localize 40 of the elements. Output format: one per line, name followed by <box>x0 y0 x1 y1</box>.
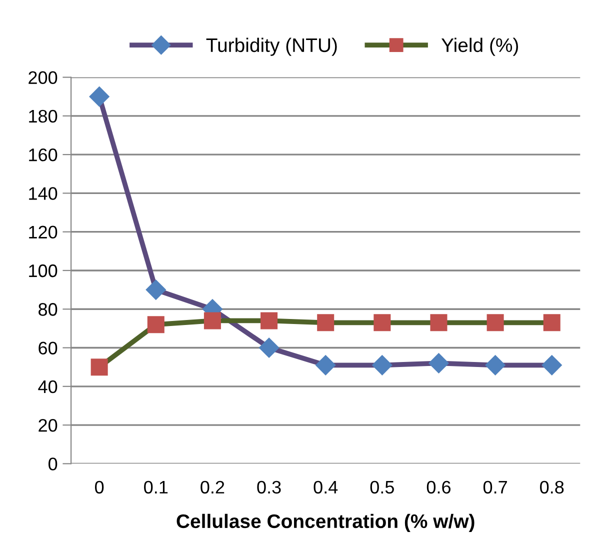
x-tick-label: 0.2 <box>200 480 224 494</box>
x-tick-label: 0.6 <box>426 480 450 494</box>
point <box>317 314 334 332</box>
y-tick-label: 20 <box>38 418 58 432</box>
point <box>372 354 392 376</box>
point <box>430 314 448 332</box>
y-tick-label: 0 <box>48 458 58 470</box>
x-tick-label: 0.5 <box>370 480 394 494</box>
y-tick-label: 100 <box>29 264 58 278</box>
point <box>485 354 506 376</box>
point <box>374 314 391 332</box>
point <box>260 312 278 330</box>
x-tick-label: 0.1 <box>144 480 168 494</box>
point <box>204 312 221 330</box>
legend-label: Turbidity (NTU) <box>206 38 337 56</box>
y-tick-label: 160 <box>29 148 58 162</box>
point <box>258 337 280 358</box>
point <box>89 86 110 107</box>
y-tick-label: 180 <box>29 110 58 123</box>
y-tick-label: 200 <box>28 71 58 84</box>
x-tick-label: 0.3 <box>257 480 281 494</box>
x-tick-label: 0.8 <box>540 480 564 494</box>
x-tick-label: 0.4 <box>314 480 338 494</box>
point <box>542 354 562 376</box>
y-tick-label: 80 <box>38 303 58 316</box>
point <box>315 354 336 376</box>
y-tick-label: 40 <box>38 380 58 394</box>
point <box>146 280 166 300</box>
y-tick-label: 140 <box>29 187 58 200</box>
x-tick-label: 0 <box>95 480 104 494</box>
point <box>147 316 164 334</box>
point <box>90 358 108 376</box>
point <box>428 352 450 374</box>
point <box>486 314 504 332</box>
legend-label: Yield (%) <box>441 38 518 56</box>
x-axis-title: Cellulase Concentration (% w/w) <box>176 514 474 532</box>
y-tick-label: 60 <box>38 342 58 354</box>
point <box>543 314 560 332</box>
x-tick-label: 0.7 <box>483 480 507 494</box>
y-tick-label: 120 <box>29 226 58 239</box>
